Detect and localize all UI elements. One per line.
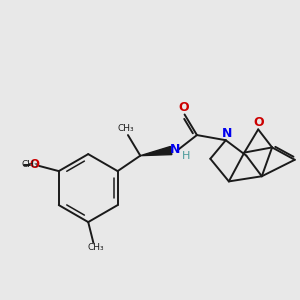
Text: CH₃: CH₃ [22,160,38,169]
Text: H: H [182,151,190,161]
Polygon shape [140,146,172,156]
Text: CH₃: CH₃ [87,243,104,252]
Text: O: O [29,158,39,171]
Text: O: O [253,116,263,129]
Text: N: N [170,143,181,156]
Text: N: N [222,127,232,140]
Text: CH₃: CH₃ [118,124,134,134]
Text: O: O [178,101,189,114]
